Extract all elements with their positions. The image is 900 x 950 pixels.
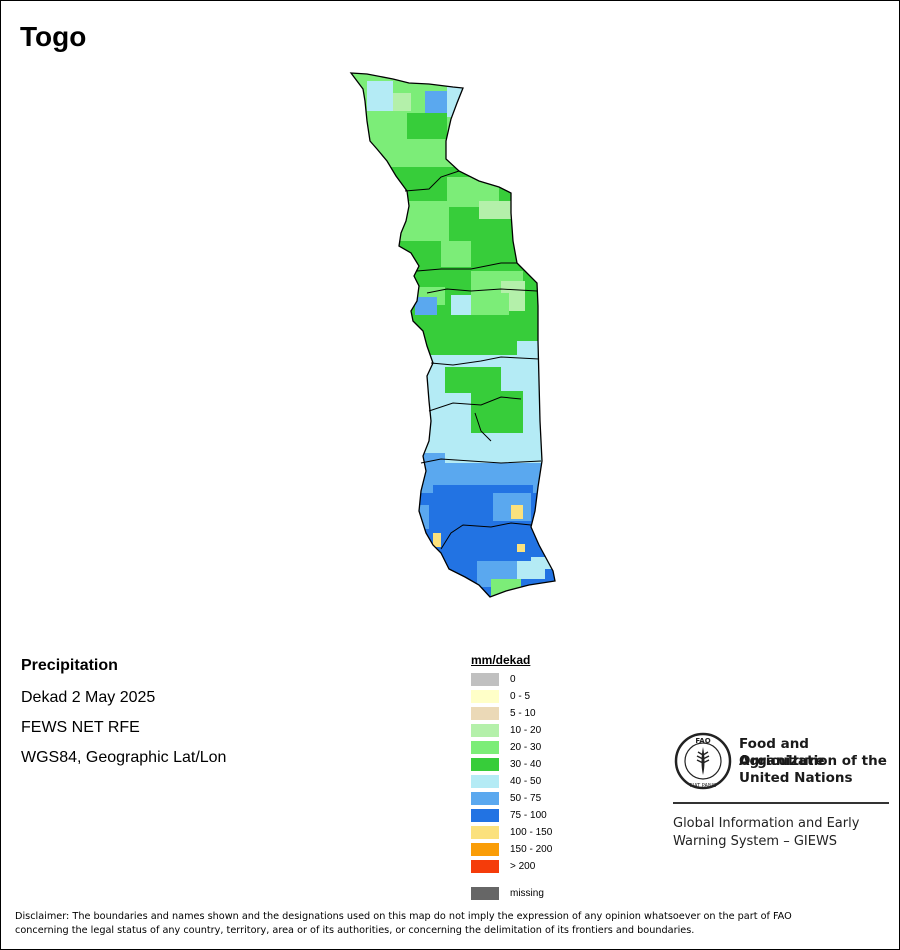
fao-logo: FAO FIAT PANIS	[674, 732, 732, 790]
region-boundary	[474, 412, 492, 442]
disclaimer: Disclaimer: The boundaries and names sho…	[15, 910, 890, 938]
projection-label: WGS84, Geographic Lat/Lon	[21, 749, 227, 766]
legend-label: 0	[510, 674, 516, 685]
disclaimer-line-1: Disclaimer: The boundaries and names sho…	[15, 911, 792, 922]
fao-logo-motto: FIAT PANIS	[690, 783, 717, 789]
org-name-line-1: Food and Agriculture	[739, 736, 825, 769]
wheat-grain-icon	[696, 751, 710, 764]
legend-label: 100 - 150	[510, 827, 553, 838]
legend-swatch	[471, 843, 499, 856]
legend-label: 10 - 20	[510, 725, 542, 736]
legend-swatch	[471, 775, 499, 788]
legend-label: 5 - 10	[510, 708, 536, 719]
legend-swatch	[471, 673, 499, 686]
rain-cell	[419, 505, 429, 529]
rain-cell	[415, 297, 437, 315]
org-name-line-2: Organization of the	[739, 753, 887, 769]
legend-swatch	[471, 690, 499, 703]
rain-cell	[441, 241, 471, 267]
region-boundary	[428, 396, 522, 412]
disclaimer-line-2: concerning the legal status of any count…	[15, 925, 695, 936]
legend-label: 50 - 75	[510, 793, 542, 804]
legend-swatch	[471, 741, 499, 754]
map-title: Togo	[20, 21, 87, 52]
rain-cell	[425, 91, 447, 113]
rain-cell	[393, 93, 411, 111]
rain-cell	[367, 81, 393, 111]
legend-label: 30 - 40	[510, 759, 542, 770]
rain-cell	[447, 87, 463, 117]
legend-swatch	[471, 707, 499, 720]
rain-cell	[451, 295, 471, 315]
rain-cell	[479, 201, 511, 219]
fao-logo-ring	[674, 732, 732, 790]
legend-swatch	[471, 826, 499, 839]
data-source-label: FEWS NET RFE	[21, 719, 140, 736]
legend-label: 150 - 200	[510, 844, 553, 855]
legend-label: 40 - 50	[510, 776, 542, 787]
layer-title: Precipitation	[21, 657, 118, 674]
fao-logo-letters: FAO	[695, 737, 710, 745]
wheat-ear-icon	[701, 747, 705, 775]
legend-title: mm/dekad	[471, 653, 531, 667]
rain-cell	[445, 367, 501, 393]
legend-swatch	[471, 758, 499, 771]
rain-cell	[407, 113, 447, 139]
region-boundary	[430, 356, 540, 366]
legend-swatch	[471, 724, 499, 737]
org-name-line-3: United Nations	[739, 770, 853, 786]
legend-label: 0 - 5	[510, 691, 531, 702]
rain-cell	[433, 533, 441, 547]
fao-logo-inner-ring	[684, 742, 722, 780]
period-label: Dekad 2 May 2025	[21, 689, 156, 706]
legend-label: 75 - 100	[510, 810, 547, 821]
region-boundary	[420, 458, 542, 464]
rain-cell	[471, 293, 509, 315]
legend-label-missing: missing	[510, 888, 544, 899]
org-divider	[673, 802, 889, 804]
legend-swatch	[471, 792, 499, 805]
rain-cell	[377, 131, 407, 151]
rain-cell	[511, 505, 523, 519]
legend-swatch	[471, 809, 499, 822]
region-boundary	[416, 262, 517, 272]
rain-cell	[517, 544, 525, 552]
region-boundaries	[404, 170, 542, 550]
rain-cell	[517, 341, 541, 361]
region-boundary	[440, 522, 532, 550]
legend-swatch-missing	[471, 887, 499, 900]
giews-line-1: Global Information and Early	[673, 816, 860, 831]
region-boundary	[404, 170, 460, 192]
legend-label: 20 - 30	[510, 742, 542, 753]
region-boundary	[426, 288, 538, 294]
giews-line-2: Warning System – GIEWS	[673, 834, 838, 849]
rainfall-grid	[351, 73, 555, 597]
togo-precipitation-map	[350, 72, 556, 598]
legend-label: > 200	[510, 861, 536, 872]
legend-swatch	[471, 860, 499, 873]
rain-cell	[471, 391, 523, 433]
legend: mm/dekad 0 0 - 5 5 - 10 10 - 20 20 - 30 30 - …	[471, 653, 552, 900]
